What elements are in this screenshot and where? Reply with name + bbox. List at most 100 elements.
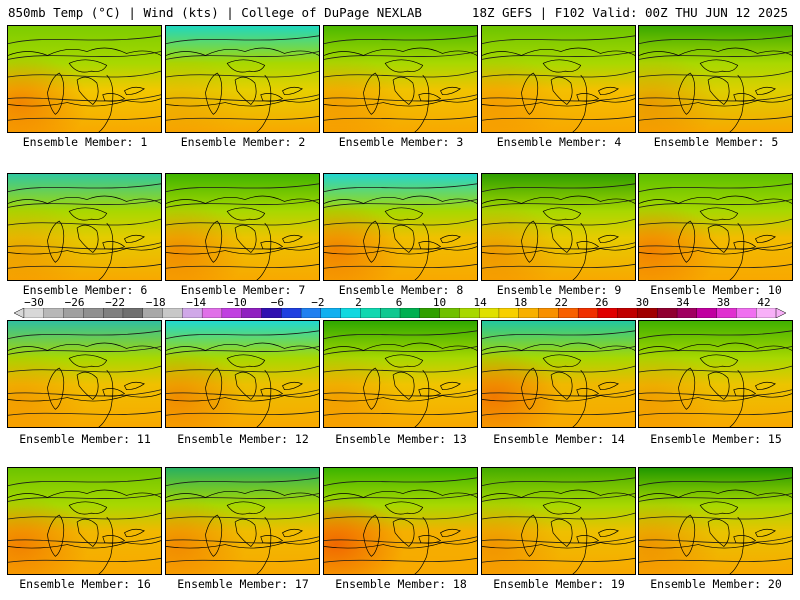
colorbar-swatch <box>716 308 737 318</box>
colorbar-tick: 34 <box>676 296 690 309</box>
colorbar-swatch <box>201 308 223 318</box>
colorbar-tick: −14 <box>186 296 207 309</box>
ensemble-member-label: Ensemble Member: 13 <box>335 432 467 446</box>
ensemble-member-map <box>481 173 636 281</box>
ensemble-member-map <box>7 173 162 281</box>
colorbar-swatch <box>736 308 757 318</box>
colorbar-swatch <box>221 308 243 318</box>
colorbar-swatch <box>23 308 45 318</box>
ensemble-member-map <box>165 173 320 281</box>
ensemble-member-label: Ensemble Member: 2 <box>180 135 306 149</box>
ensemble-member-label: Ensemble Member: 6 <box>22 283 148 297</box>
ensemble-member-map <box>165 320 320 428</box>
colorbar-tick: −6 <box>270 296 284 309</box>
colorbar-swatch <box>597 308 619 318</box>
colorbar-swatch <box>479 308 500 318</box>
colorbar-swatch <box>577 308 599 318</box>
colorbar-swatch <box>83 308 104 318</box>
colorbar-swatch <box>43 308 65 318</box>
ensemble-member-label: Ensemble Member: 9 <box>496 283 622 297</box>
colorbar-swatch <box>281 308 302 318</box>
ensemble-member-map <box>165 467 320 575</box>
ensemble-member-map <box>165 25 320 133</box>
colorbar-tick: −26 <box>64 296 85 309</box>
colorbar-swatch <box>122 308 144 318</box>
ensemble-member-map <box>7 25 162 133</box>
colorbar-tick: 6 <box>395 296 403 309</box>
colorbar-swatch <box>162 308 183 318</box>
colorbar-swatch <box>320 308 342 318</box>
colorbar-swatch <box>657 308 678 318</box>
ensemble-member-map <box>323 25 478 133</box>
colorbar-tick: −30 <box>24 296 44 309</box>
ensemble-member-label: Ensemble Member: 18 <box>335 577 467 591</box>
colorbar-swatch <box>241 308 262 318</box>
ensemble-member-label: Ensemble Member: 12 <box>177 432 309 446</box>
ensemble-member-label: Ensemble Member: 8 <box>338 283 464 297</box>
colorbar-swatch <box>142 308 163 318</box>
run-valid-time: 18Z GEFS | F102 Valid: 00Z THU JUN 12 20… <box>471 5 788 20</box>
colorbar-swatch <box>756 308 777 318</box>
colorbar-swatch <box>498 308 520 318</box>
ensemble-member-label: Ensemble Member: 10 <box>650 283 782 297</box>
colorbar-swatch <box>380 308 401 318</box>
colorbar-tick: −2 <box>311 296 325 309</box>
ensemble-member-map <box>481 467 636 575</box>
ensemble-member-label: Ensemble Member: 17 <box>177 577 309 591</box>
ensemble-member-map <box>638 320 793 428</box>
ensemble-member-label: Ensemble Member: 19 <box>493 577 625 591</box>
colorbar-tick: 10 <box>432 296 447 309</box>
colorbar-tick: 26 <box>595 296 609 309</box>
colorbar-tick: −22 <box>105 296 126 309</box>
ensemble-member-label: Ensemble Member: 3 <box>338 135 464 149</box>
colorbar-swatch <box>360 308 381 318</box>
colorbar-swatch <box>558 308 579 318</box>
ensemble-member-map <box>7 320 162 428</box>
ensemble-member-map <box>323 173 478 281</box>
colorbar-swatch <box>617 308 638 318</box>
colorbar-swatch <box>637 308 658 318</box>
colorbar-tick: 38 <box>716 296 731 309</box>
ensemble-member-label: Ensemble Member: 5 <box>653 135 779 149</box>
colorbar-swatch <box>419 308 441 318</box>
colorbar-tick: −18 <box>145 296 166 309</box>
ensemble-member-map <box>481 25 636 133</box>
colorbar-tick: −10 <box>226 296 247 309</box>
colorbar-swatch <box>340 308 361 318</box>
ensemble-member-label: Ensemble Member: 14 <box>493 432 625 446</box>
colorbar-swatch <box>439 308 460 318</box>
colorbar-swatch <box>182 308 203 318</box>
colorbar-tick: 22 <box>554 296 568 309</box>
colorbar-tick: 2 <box>355 296 362 309</box>
ensemble-member-label: Ensemble Member: 11 <box>19 432 151 446</box>
colorbar-swatch <box>63 308 84 318</box>
colorbar-swatch <box>696 308 718 318</box>
colorbar-tick: 14 <box>473 296 487 309</box>
temperature-colorbar <box>14 308 786 318</box>
colorbar-swatch <box>538 308 559 318</box>
colorbar-tick: 30 <box>635 296 649 309</box>
ensemble-member-label: Ensemble Member: 15 <box>650 432 782 446</box>
colorbar-swatch <box>261 308 282 318</box>
colorbar-swatch <box>300 308 322 318</box>
ensemble-member-label: Ensemble Member: 16 <box>19 577 151 591</box>
colorbar-tick: 18 <box>514 296 528 309</box>
ensemble-member-label: Ensemble Member: 20 <box>650 577 782 591</box>
ensemble-member-map <box>638 467 793 575</box>
ensemble-member-map <box>323 467 478 575</box>
colorbar-swatch <box>676 308 698 318</box>
ensemble-member-label: Ensemble Member: 1 <box>22 135 148 149</box>
colorbar-tick: 42 <box>757 296 771 309</box>
colorbar-swatch <box>399 308 421 318</box>
ensemble-member-label: Ensemble Member: 4 <box>496 135 622 149</box>
ensemble-member-map <box>7 467 162 575</box>
ensemble-member-map <box>638 25 793 133</box>
colorbar-tick-labels: −30 −26 −22 −18 −14 −10 −6 −2 2 6 10 14 18 22 26 30 34 38… <box>0 296 800 309</box>
colorbar-swatch <box>459 308 480 318</box>
colorbar-swatch <box>518 308 539 318</box>
colorbar-swatch <box>103 308 124 318</box>
ensemble-member-label: Ensemble Member: 7 <box>180 283 306 297</box>
ensemble-member-map <box>481 320 636 428</box>
chart-title: 850mb Temp (°C) | Wind (kts) | College o… <box>8 5 422 20</box>
ensemble-member-map <box>638 173 793 281</box>
